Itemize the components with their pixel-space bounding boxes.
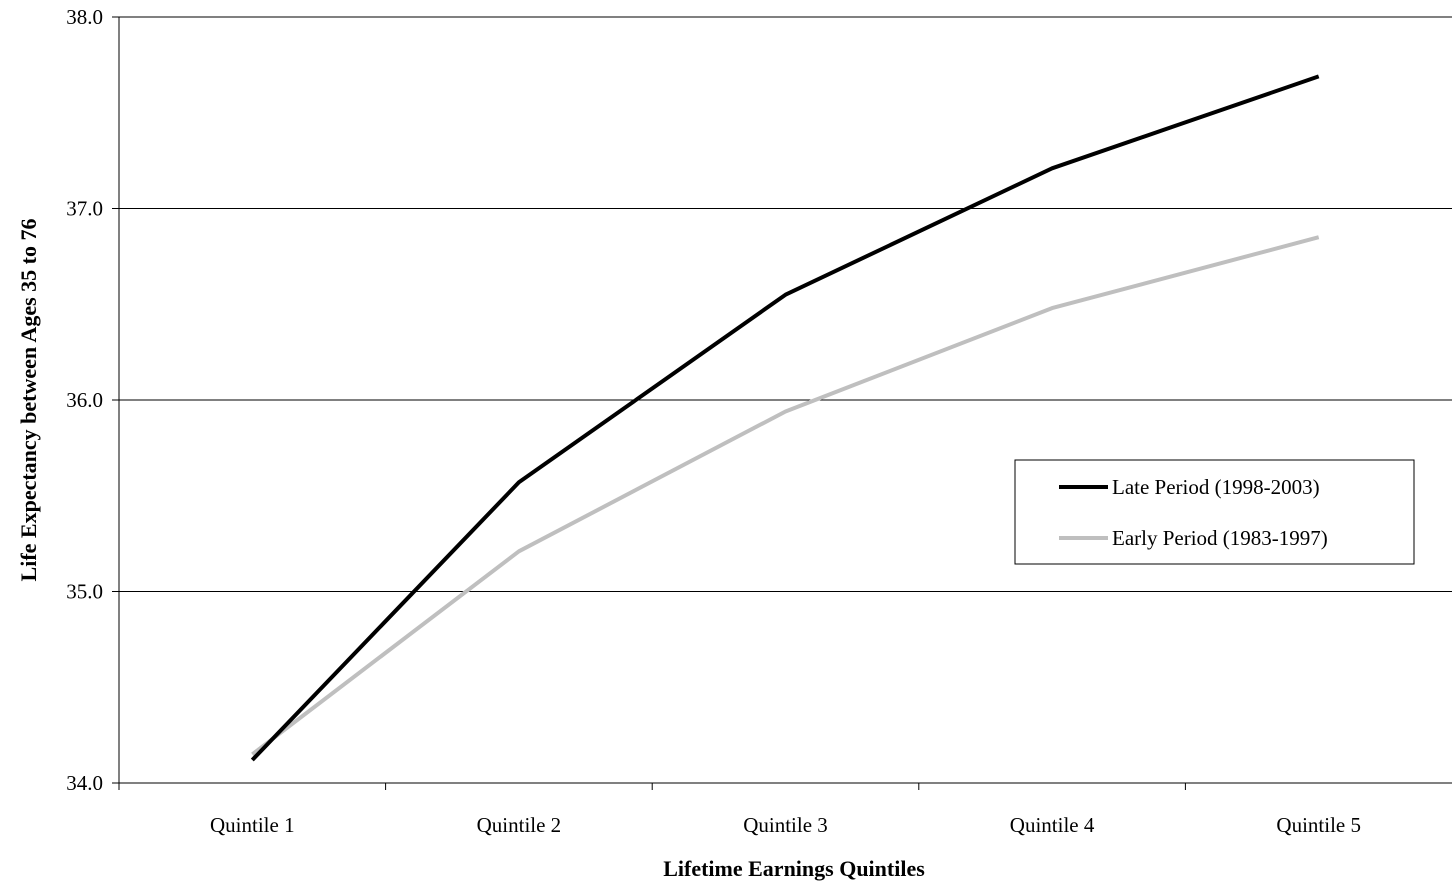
x-tick-label: Quintile 5 [1276, 813, 1361, 837]
legend: Late Period (1998-2003) Early Period (19… [1014, 459, 1415, 565]
y-tick-label: 37.0 [66, 197, 103, 221]
y-tick-label: 38.0 [66, 5, 103, 29]
y-axis-title: Life Expectancy between Ages 35 to 76 [16, 219, 41, 582]
series-line-late-period [250, 74, 1320, 762]
grid-lines [119, 16, 1452, 592]
series-lines [250, 74, 1320, 762]
series-line-early-period [251, 235, 1320, 756]
x-tick-label: Quintile 1 [210, 813, 295, 837]
y-tick-labels: 34.0 35.0 36.0 37.0 38.0 [66, 5, 103, 795]
x-tick-labels: Quintile 1 Quintile 2 Quintile 3 Quintile 4… [210, 813, 1361, 837]
legend-label-early-period: Early Period (1983-1997) [1112, 526, 1328, 550]
x-tick-label: Quintile 4 [1010, 813, 1095, 837]
axes [112, 16, 1452, 790]
x-tick-label: Quintile 3 [743, 813, 828, 837]
x-axis-title: Lifetime Earnings Quintiles [663, 856, 925, 881]
legend-box [1014, 459, 1415, 565]
y-tick-label: 34.0 [66, 771, 103, 795]
legend-label-late-period: Late Period (1998-2003) [1112, 475, 1320, 499]
x-tick-label: Quintile 2 [477, 813, 562, 837]
y-tick-label: 35.0 [66, 580, 103, 604]
y-tick-label: 36.0 [66, 388, 103, 412]
